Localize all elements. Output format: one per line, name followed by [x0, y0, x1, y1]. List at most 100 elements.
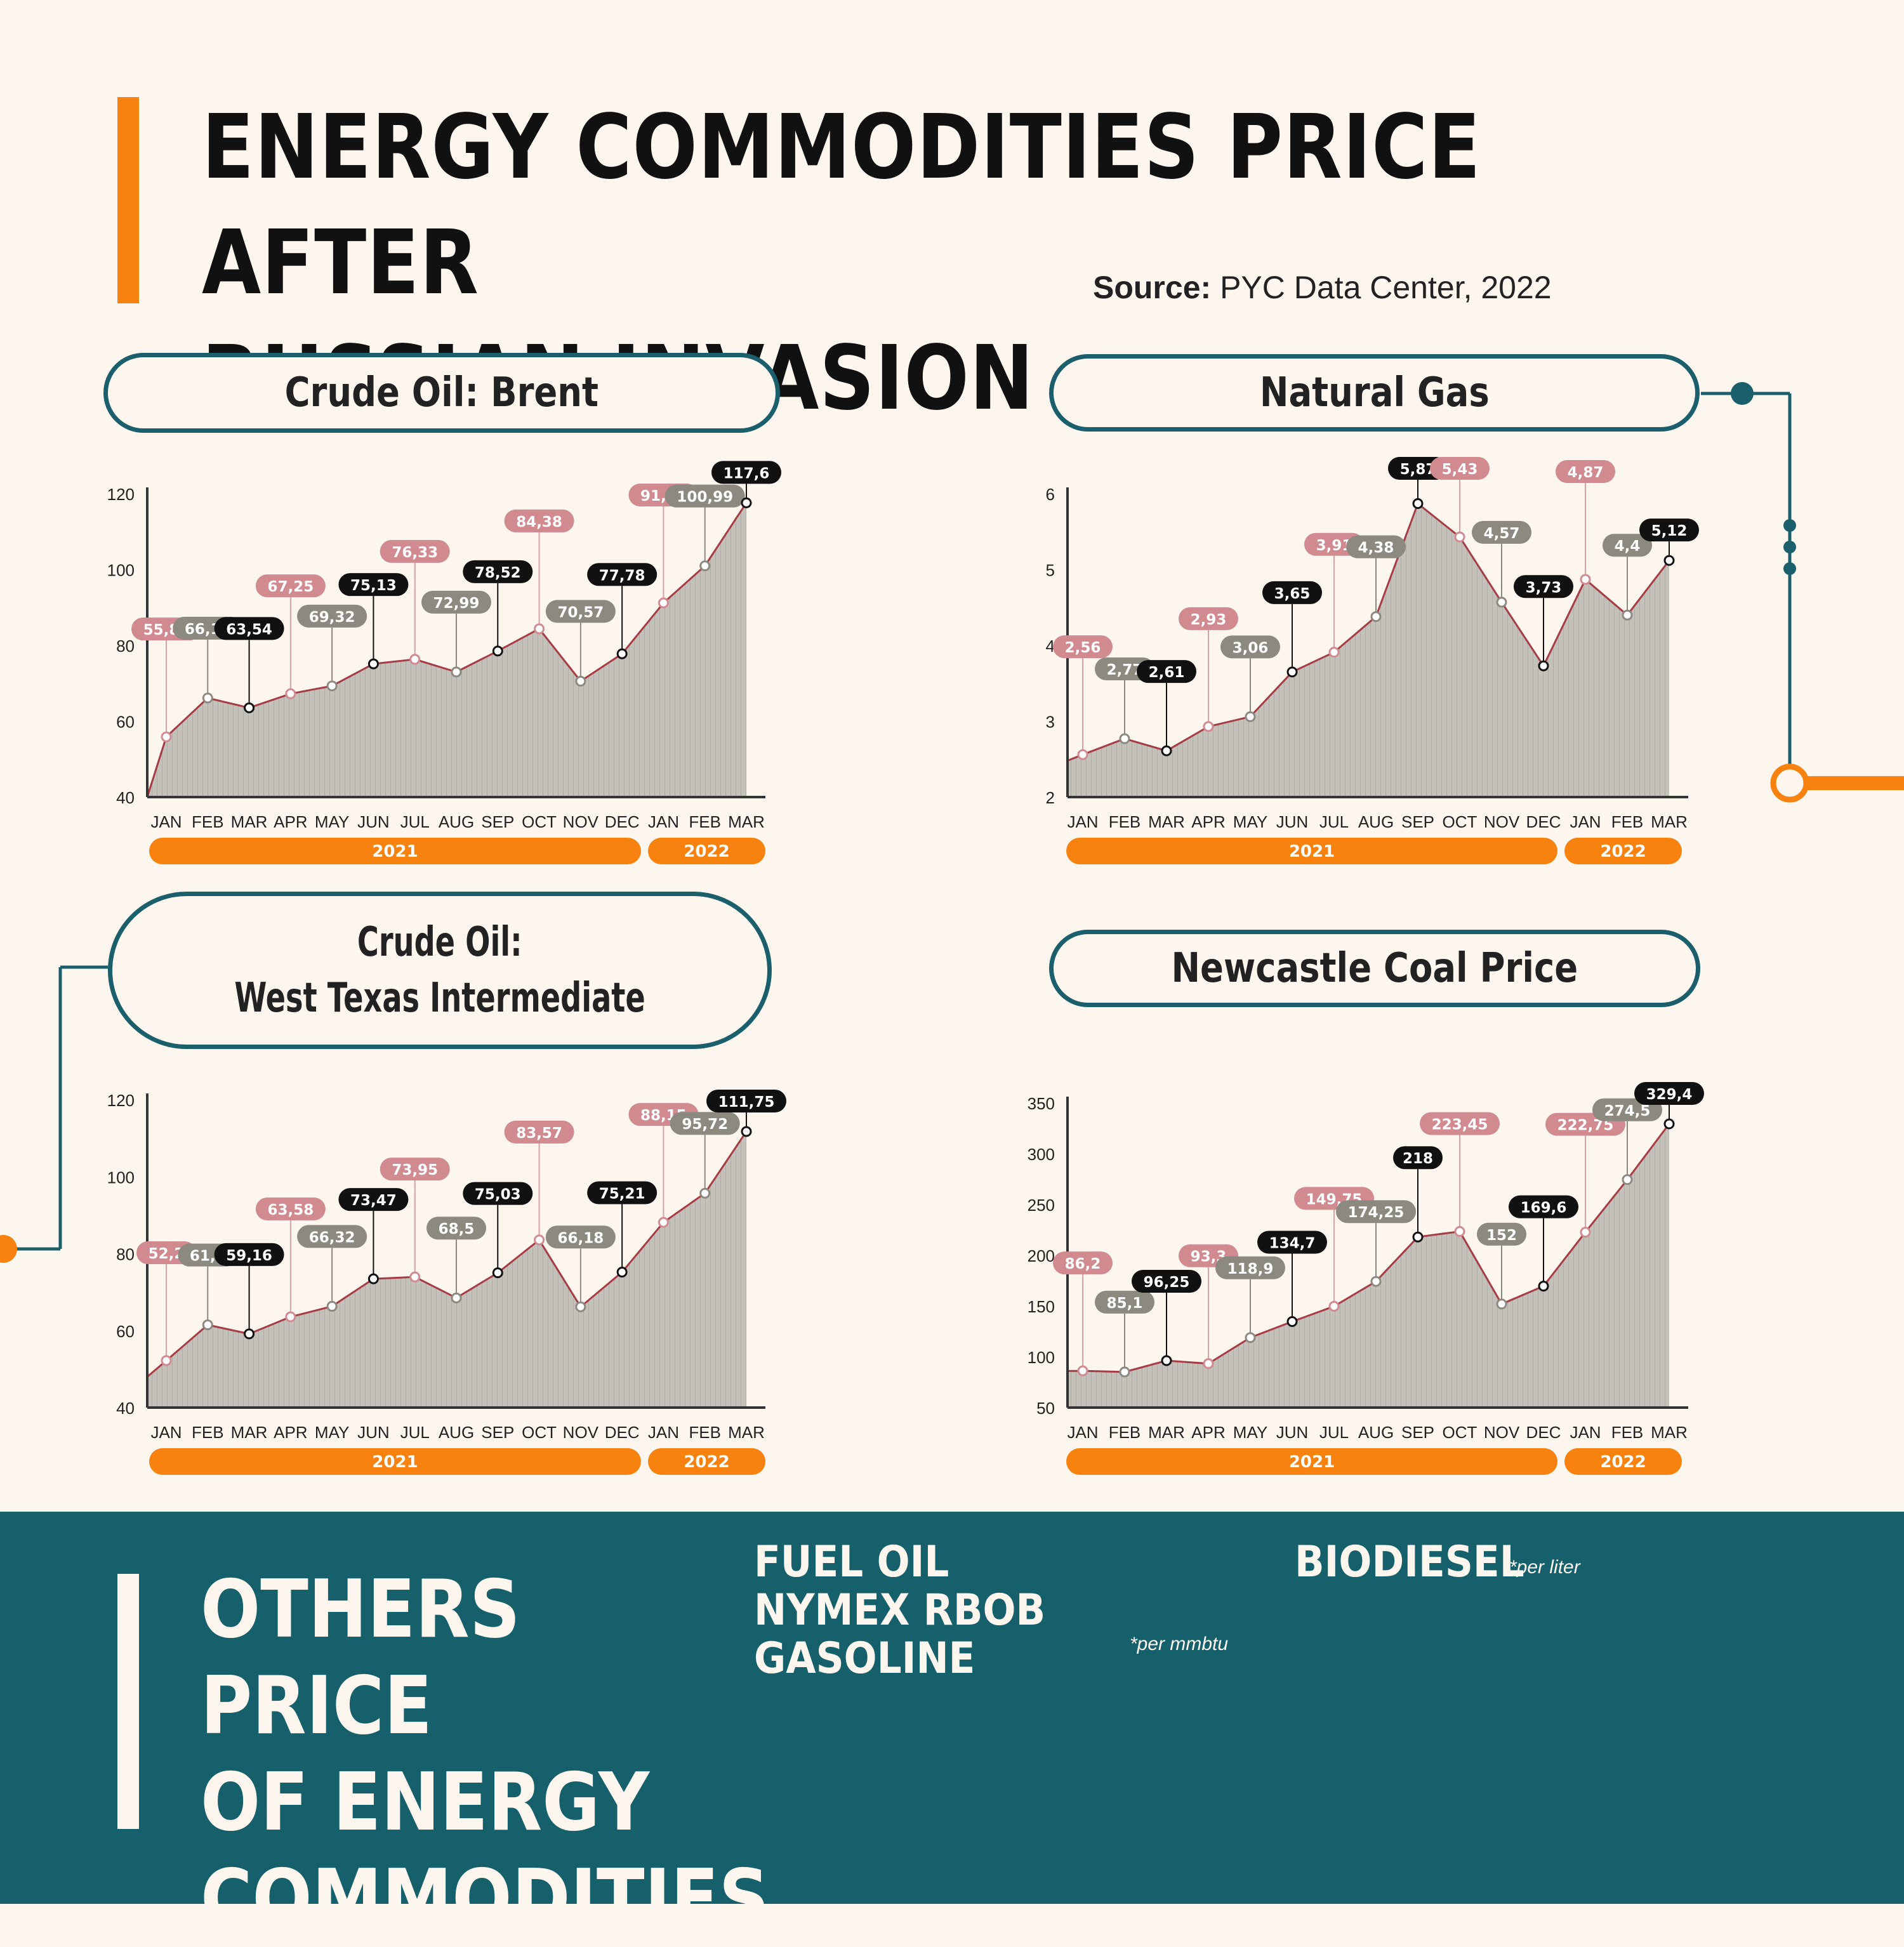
coal-chart-title: Newcastle Coal Price	[1049, 930, 1700, 1007]
coal-line	[1067, 1123, 1670, 1373]
wti-point	[326, 1300, 338, 1312]
gas-xtick: FEB	[1109, 812, 1141, 831]
brent-point	[616, 648, 628, 659]
brent-point	[658, 597, 669, 609]
brent-value-badge	[421, 590, 491, 614]
coal-ytick: 50	[1036, 1399, 1055, 1418]
brent-area	[147, 503, 746, 797]
gas-ytick: 2	[1046, 788, 1055, 807]
brent-point	[161, 731, 172, 742]
gas-value-label: 5,87	[1400, 461, 1436, 478]
brent-value-label: 76,33	[392, 544, 438, 561]
brent-ytick: 120	[107, 485, 135, 504]
coal-point	[1245, 1332, 1256, 1343]
gas-xtick: MAR	[1651, 812, 1688, 831]
coal-year-bar	[1066, 1448, 1557, 1475]
wti-point	[699, 1187, 711, 1199]
brent-point	[575, 675, 586, 687]
brent-value-label: 78,52	[475, 565, 521, 581]
brent-value-label: 69,32	[309, 609, 355, 626]
brent-year-label: 2021	[372, 842, 418, 861]
gas-value-badge	[1262, 581, 1322, 604]
coal-ytick: 200	[1028, 1246, 1055, 1265]
brent-point	[451, 666, 462, 678]
wti-xtick: NOV	[563, 1423, 599, 1442]
wti-xtick: MAY	[315, 1423, 349, 1442]
coal-year-label: 2021	[1289, 1453, 1335, 1472]
brent-year-bar	[149, 838, 641, 864]
coal-value-badge	[1420, 1112, 1500, 1135]
wti-value-label: 83,57	[516, 1125, 562, 1142]
gas-xtick: JAN	[1067, 812, 1098, 831]
gas-point	[1412, 498, 1424, 510]
wti-value-label: 95,72	[682, 1116, 728, 1133]
brent-point	[202, 692, 213, 704]
brent-xtick: JAN	[648, 812, 679, 831]
gas-value-badge	[1346, 535, 1406, 558]
coal-point	[1119, 1366, 1130, 1378]
gas-point	[1161, 745, 1172, 756]
gas-point	[1622, 609, 1633, 621]
gas-area	[1068, 503, 1669, 797]
coal-xtick: OCT	[1443, 1423, 1478, 1442]
gas-value-badge	[1430, 457, 1490, 480]
gas-value-label: 5,12	[1651, 523, 1688, 539]
brent-xtick: DEC	[605, 812, 640, 831]
gas-value-label: 5,43	[1442, 461, 1478, 478]
gas-value-label: 2,56	[1065, 640, 1101, 656]
wti-ytick: 100	[107, 1168, 135, 1187]
brent-value-label: 117,6	[724, 465, 770, 482]
brent-value-label: 100,99	[677, 489, 733, 506]
gas-xtick: FEB	[1611, 812, 1644, 831]
coal-year-bar	[1564, 1448, 1682, 1475]
brent-value-label: 75,13	[350, 578, 397, 594]
wti-xtick: APR	[274, 1423, 307, 1442]
brent-point	[244, 702, 255, 713]
wti-point	[244, 1328, 255, 1340]
coal-value-badge	[1257, 1231, 1327, 1254]
wti-point	[616, 1267, 628, 1278]
coal-xtick: APR	[1191, 1423, 1225, 1442]
brent-value-badge	[214, 617, 284, 640]
gas-value-label: 2,93	[1191, 612, 1227, 628]
brent-xtick: SEP	[481, 812, 514, 831]
brent-chart: 40 60 80 100 120 JAN FEB MAR APR MAY JUN JUL AUG SEP O…	[107, 461, 781, 864]
coal-xtick: MAR	[1651, 1423, 1688, 1442]
wti-value-label: 66,18	[557, 1230, 604, 1246]
coal-value-label: 274,5	[1604, 1103, 1651, 1119]
gas-xtick: NOV	[1484, 812, 1520, 831]
brent-xtick: AUG	[439, 812, 474, 831]
wti-ytick: 80	[116, 1245, 135, 1264]
coal-value-badge	[1509, 1195, 1578, 1218]
brent-xtick: JAN	[150, 812, 182, 831]
gas-value-badge	[1514, 575, 1573, 598]
gas-value-badge	[1639, 518, 1699, 542]
title-accent-bar	[117, 97, 139, 303]
brent-value-label: 72,99	[433, 595, 480, 612]
coal-value-label: 134,7	[1269, 1235, 1316, 1251]
wti-point	[202, 1319, 213, 1331]
wti-xtick: JAN	[648, 1423, 679, 1442]
gas-xtick: JUL	[1319, 812, 1349, 831]
page-title-line1: ENERGY COMMODITIES PRICE AFTER	[202, 96, 1481, 315]
wti-year-bar	[149, 1448, 641, 1475]
gas-point	[1496, 597, 1507, 608]
wti-value-badge	[670, 1112, 740, 1135]
wti-point	[161, 1355, 172, 1366]
brent-point	[367, 658, 379, 670]
coal-value-label: 85,1	[1107, 1295, 1143, 1312]
gas-point	[1663, 555, 1675, 566]
brent-point	[699, 560, 711, 572]
gas-ytick: 4	[1046, 637, 1055, 656]
wti-value-label: 63,58	[267, 1202, 314, 1218]
brent-value-label: 63,54	[226, 621, 272, 638]
wti-value-badge	[463, 1182, 533, 1205]
coal-value-badge	[1634, 1081, 1704, 1105]
coal-value-label: 218	[1403, 1151, 1433, 1167]
gas-line	[1067, 502, 1670, 762]
coal-xtick: SEP	[1401, 1423, 1434, 1442]
gas-value-badge	[1220, 635, 1280, 659]
others-accent-bar	[117, 1574, 139, 1829]
gas-value-badge	[1472, 520, 1531, 544]
brent-xtick: JUL	[400, 812, 430, 831]
